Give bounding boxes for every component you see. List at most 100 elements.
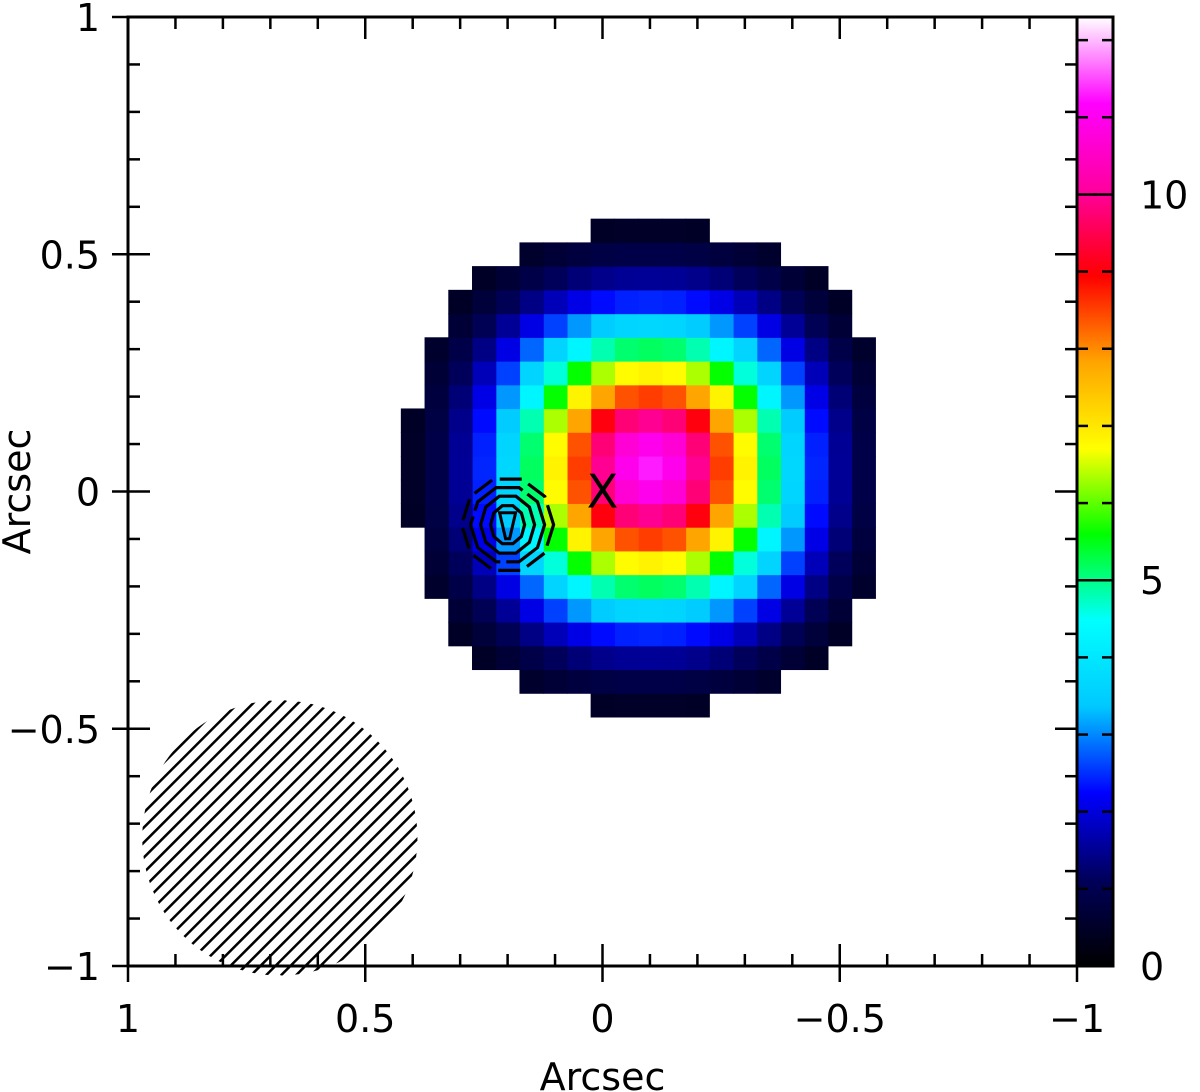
heatmap-pixel	[780, 503, 805, 528]
heatmap-pixel	[709, 574, 734, 599]
heatmap-pixel	[519, 289, 544, 315]
heatmap-pixel	[661, 550, 687, 576]
heatmap-pixel	[448, 598, 473, 623]
heatmap-pixel	[614, 479, 639, 504]
heatmap-pixel	[685, 432, 710, 457]
heatmap-pixel	[448, 432, 473, 457]
heatmap-pixel	[519, 455, 544, 481]
heatmap-pixel	[614, 218, 639, 243]
heatmap-pixel	[827, 337, 853, 362]
heatmap-pixel	[732, 669, 758, 694]
heatmap-pixel	[566, 574, 592, 599]
heatmap-pixel	[448, 361, 473, 386]
heatmap-pixel	[851, 361, 876, 386]
heatmap-pixel	[495, 289, 521, 315]
heatmap-pixel	[614, 669, 639, 694]
heatmap-pixel	[590, 645, 615, 671]
heatmap-pixel	[638, 432, 663, 457]
contour-line	[468, 486, 547, 564]
beam-hatch-line	[142, 700, 377, 976]
heatmap-pixel	[519, 598, 544, 623]
heatmap-pixel	[732, 337, 758, 362]
heatmap-pixel	[851, 384, 876, 410]
heatmap-pixel	[661, 693, 687, 718]
heatmap-pixel	[590, 218, 615, 243]
heatmap-pixel	[424, 479, 449, 504]
heatmap-pixel	[780, 384, 805, 410]
heatmap-pixel	[756, 621, 782, 647]
heatmap-pixel	[566, 361, 592, 386]
heatmap-pixel	[519, 361, 544, 386]
heatmap-pixel	[495, 645, 521, 671]
heatmap-pixel	[827, 598, 853, 623]
heatmap-pixel	[756, 527, 782, 552]
heatmap-pixel	[424, 574, 449, 599]
heatmap-pixel	[709, 455, 734, 481]
heatmap-pixel	[709, 337, 734, 362]
heatmap-pixel	[472, 337, 497, 362]
heatmap-pixel	[566, 266, 592, 291]
heatmap-pixel	[685, 218, 710, 243]
heatmap-pixel	[519, 621, 544, 647]
heatmap-pixel	[661, 408, 687, 433]
heatmap-pixel	[709, 384, 734, 410]
heatmap-pixel	[590, 408, 615, 433]
y-tick-label: 0.5	[40, 233, 100, 277]
beam-hatch-line	[264, 700, 418, 976]
heatmap-pixel	[638, 574, 663, 599]
heatmap-pixel	[756, 669, 782, 694]
beam-hatch-line	[142, 700, 242, 976]
colorbar-tick-layer: 0 5 10	[1077, 38, 1188, 989]
heatmap-pixel	[804, 598, 829, 623]
heatmap-pixel	[827, 621, 853, 647]
heatmap-pixel	[495, 384, 521, 410]
heatmap-pixel	[756, 550, 782, 576]
heatmap-pixel	[638, 313, 663, 338]
heatmap-pixel	[566, 669, 592, 694]
heatmap-pixel	[543, 527, 568, 552]
heatmap-pixel	[590, 598, 615, 623]
heatmap-pixel	[472, 645, 497, 671]
heatmap-pixel	[685, 266, 710, 291]
x-tick-label: 0.5	[335, 997, 395, 1041]
heatmap-pixel	[472, 266, 497, 291]
heatmap-pixel	[614, 289, 639, 315]
heatmap-pixel	[756, 266, 782, 291]
heatmap-pixel	[756, 503, 782, 528]
heatmap-pixel	[661, 242, 687, 267]
heatmap-pixel	[661, 313, 687, 338]
heatmap-pixel	[685, 550, 710, 576]
heatmap-pixel	[448, 313, 473, 338]
heatmap-pixel	[566, 432, 592, 457]
heatmap-pixel	[614, 266, 639, 291]
heatmap-pixel	[661, 503, 687, 528]
heatmap-pixel	[804, 574, 829, 599]
x-axis-label: Arcsec	[540, 1055, 666, 1092]
tick-layer	[112, 15, 1079, 982]
heatmap-pixel	[804, 621, 829, 647]
heatmap-pixel	[804, 432, 829, 457]
contour-layer	[459, 477, 556, 573]
heatmap-pixel	[472, 289, 497, 315]
contour-line	[459, 477, 556, 573]
heatmap-pixel	[543, 289, 568, 315]
heatmap-pixel	[614, 455, 639, 481]
heatmap-pixel	[851, 337, 876, 362]
heatmap-pixel	[495, 361, 521, 386]
heatmap-pixel	[804, 408, 829, 433]
heatmap-pixel	[709, 503, 734, 528]
heatmap-pixel	[780, 289, 805, 315]
heatmap-pixel	[590, 621, 615, 647]
heatmap-pixel	[804, 313, 829, 338]
heatmap-pixel	[400, 479, 426, 504]
heatmap-pixel	[661, 574, 687, 599]
heatmap-pixel	[732, 289, 758, 315]
heatmap-pixel	[756, 313, 782, 338]
heatmap-pixel	[543, 645, 568, 671]
heatmap-pixel	[709, 479, 734, 504]
beam-hatch-line	[294, 700, 418, 976]
heatmap-pixel	[614, 313, 639, 338]
heatmap-pixel	[472, 384, 497, 410]
heatmap-pixel	[638, 503, 663, 528]
beam-hatch-line	[234, 700, 418, 976]
